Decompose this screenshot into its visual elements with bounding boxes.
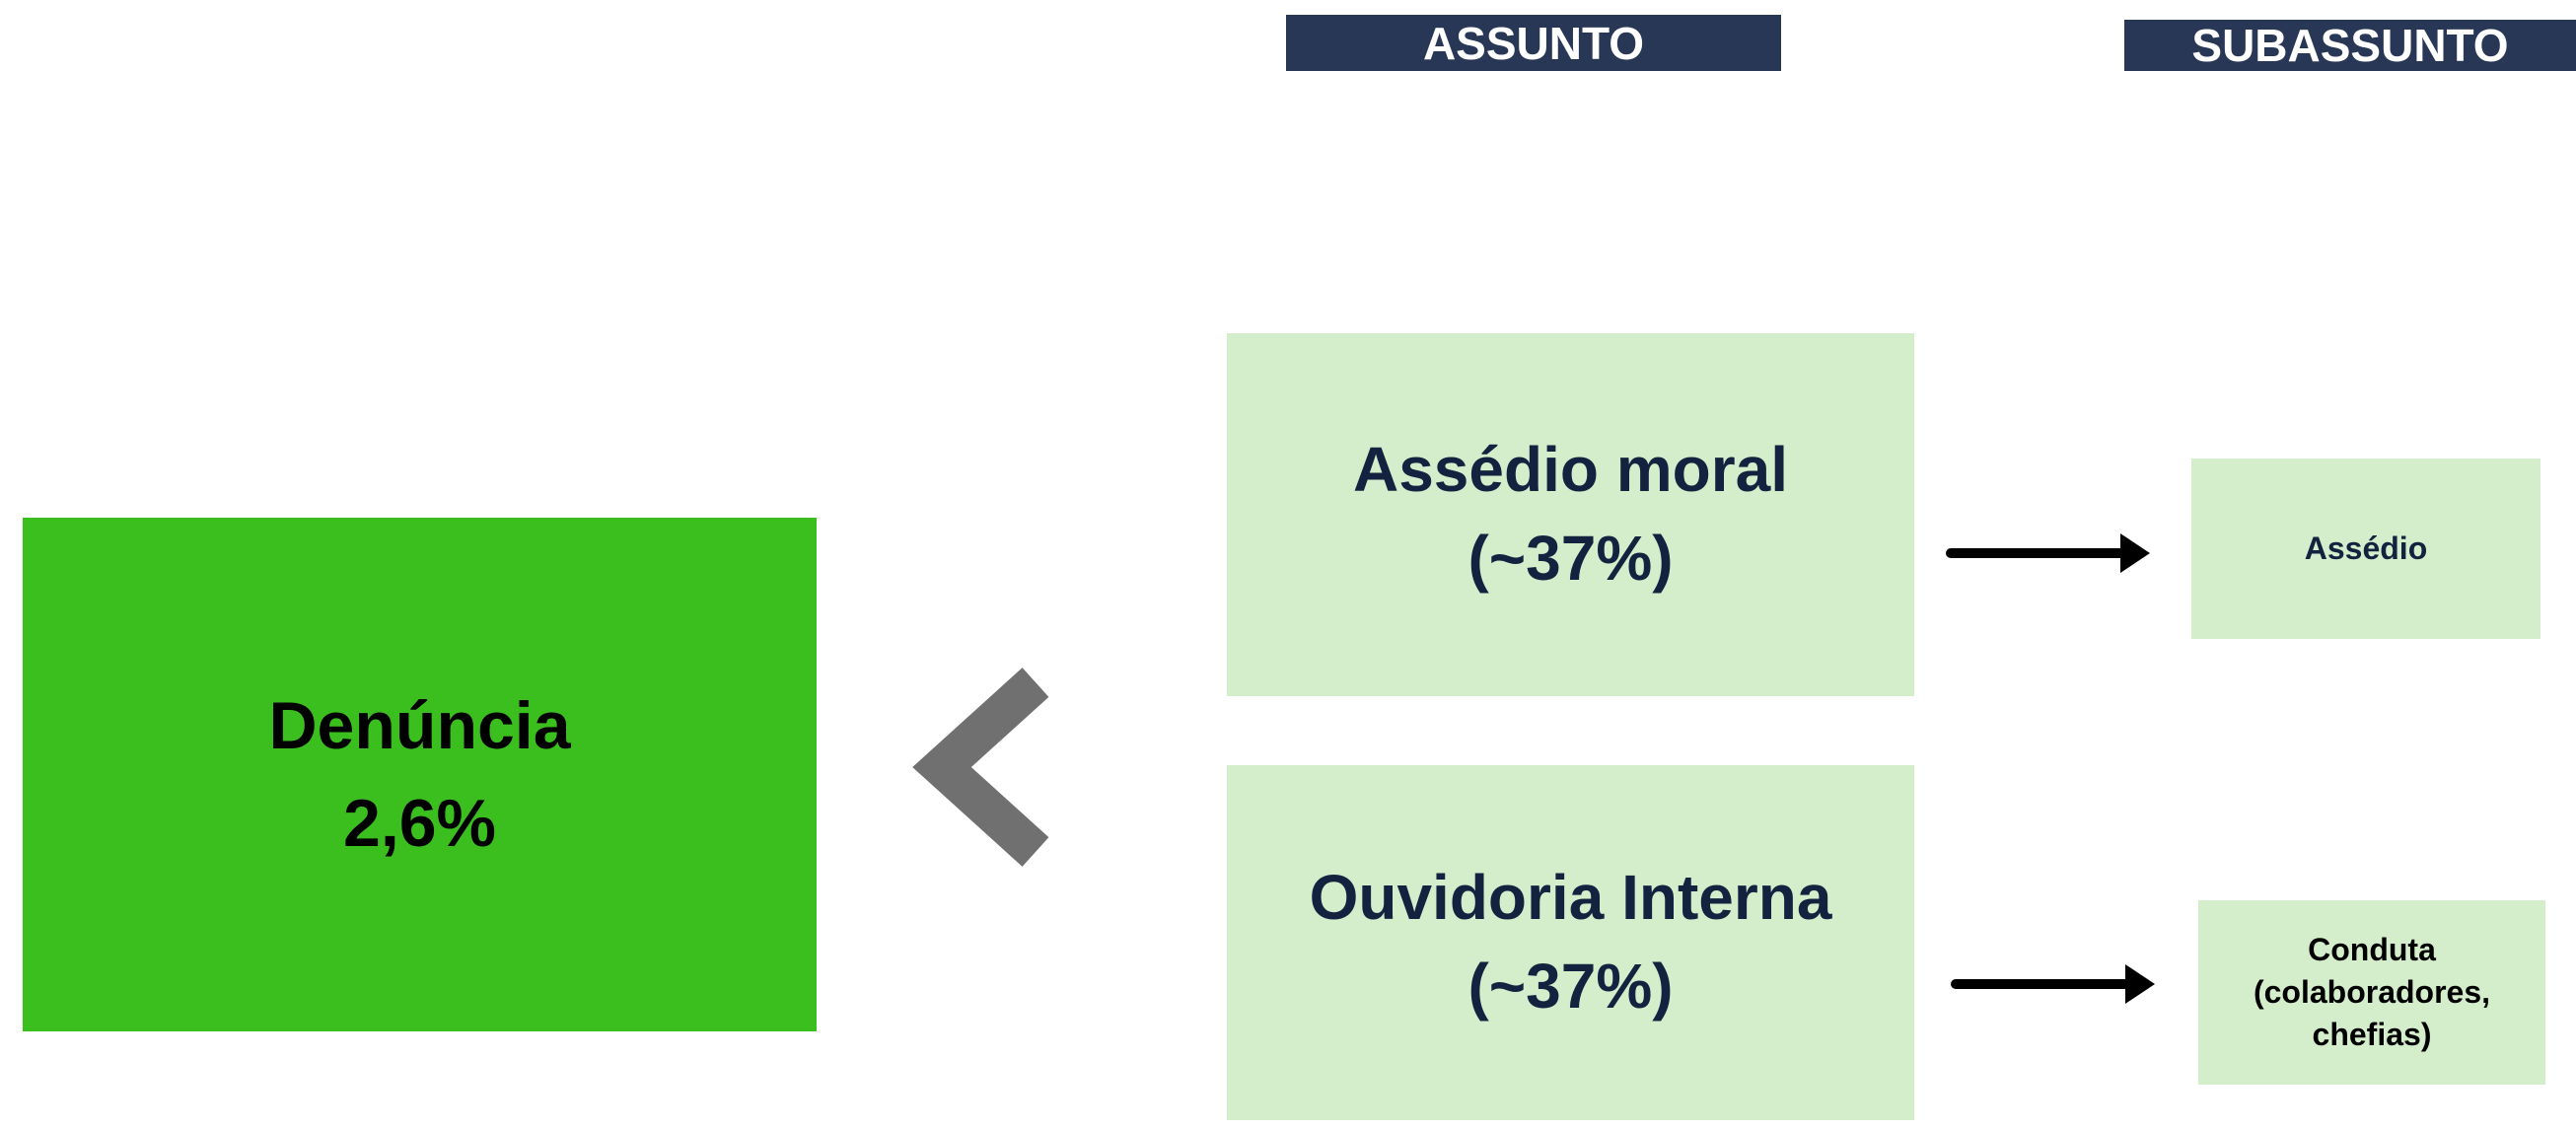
header-assunto: ASSUNTO: [1286, 15, 1781, 71]
text-line: (~37%): [1467, 951, 1674, 1022]
text-line: Ouvidoria Interna: [1309, 862, 1832, 934]
text-line: 2,6%: [343, 785, 496, 861]
text-line: (colaboradores,: [2253, 973, 2491, 1010]
text-line: Assédio: [2304, 530, 2428, 566]
subassunto-box: Conduta (colaboradores, chefias): [2198, 900, 2545, 1085]
main-box: Denúncia 2,6%: [23, 518, 817, 1031]
assunto-box: Assédio moral (~37%): [1227, 333, 1914, 696]
text-line: (~37%): [1467, 523, 1674, 594]
chevron: [912, 668, 1049, 867]
text-line: Assédio moral: [1352, 434, 1789, 506]
text-line: chefias): [2312, 1017, 2432, 1053]
subassunto-box: Assédio: [2191, 459, 2540, 639]
text-line: Denúncia: [268, 687, 571, 763]
header-subassunto: SUBASSUNTO: [2124, 20, 2576, 71]
text-line: Conduta: [2308, 931, 2436, 967]
assunto-box: Ouvidoria Interna (~37%): [1227, 765, 1914, 1120]
